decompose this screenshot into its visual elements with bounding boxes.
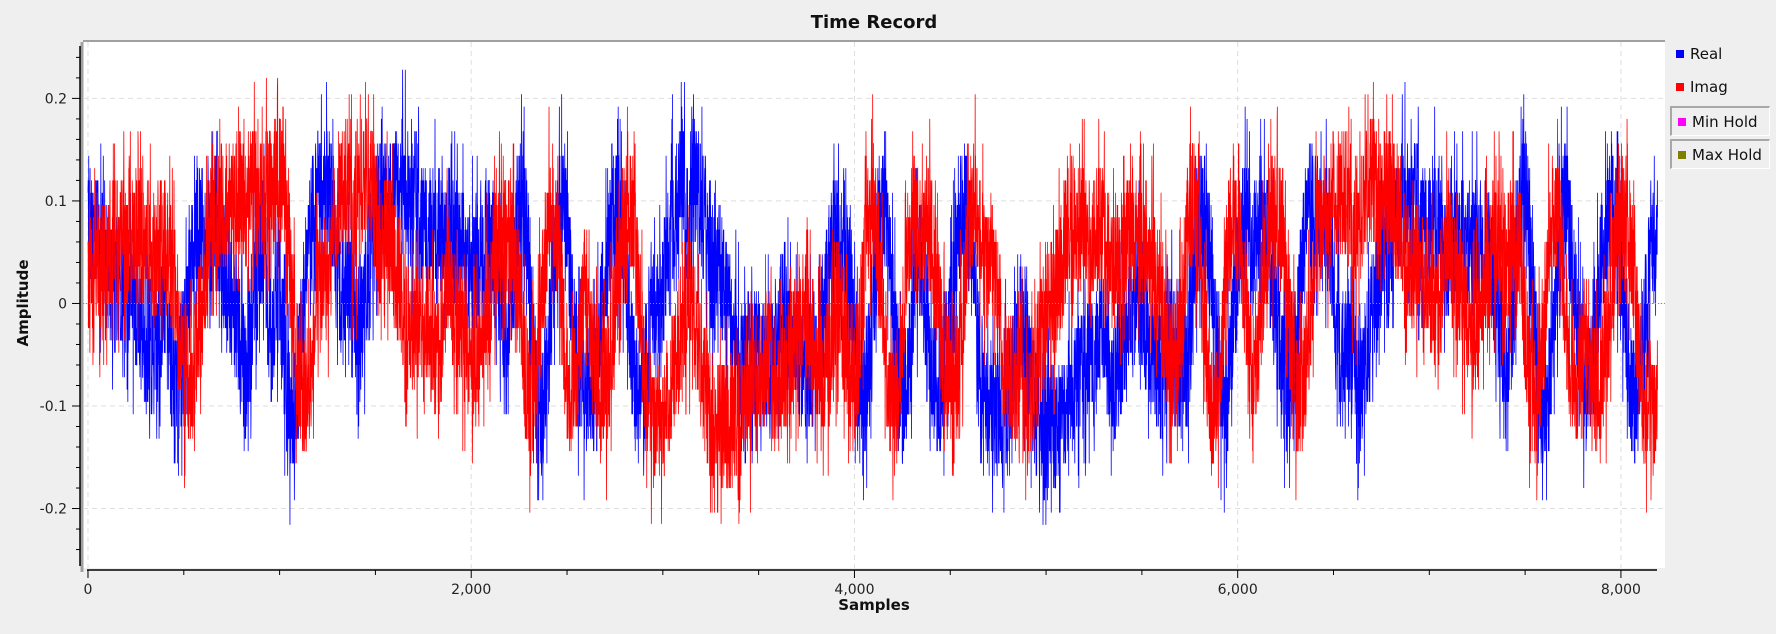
series-line-real bbox=[87, 69, 1658, 525]
y-tick-label: 0.1 bbox=[45, 194, 67, 210]
legend-label-min-hold: Min Hold bbox=[1692, 112, 1758, 131]
legend-label-imag: Imag bbox=[1690, 78, 1728, 96]
legend-label-real: Real bbox=[1690, 45, 1723, 63]
x-tick-label: 4,000 bbox=[834, 582, 874, 598]
legend-swatch-real bbox=[1676, 50, 1684, 58]
legend-swatch-imag bbox=[1676, 83, 1684, 91]
legend-swatch-min-hold bbox=[1678, 117, 1686, 126]
chart-title: Time Record bbox=[810, 12, 938, 33]
x-tick-label: 2,000 bbox=[451, 582, 491, 598]
x-axis-label: Samples bbox=[838, 596, 910, 614]
legend-item-real[interactable]: Real bbox=[1670, 39, 1728, 69]
legend-item-imag[interactable]: Imag bbox=[1670, 72, 1734, 102]
y-tick-label: 0 bbox=[58, 296, 67, 312]
y-tick-label: -0.1 bbox=[40, 399, 67, 415]
legend-swatch-max-hold bbox=[1678, 150, 1686, 159]
series-line-imag bbox=[87, 77, 1658, 524]
legend-item-max-hold[interactable]: Max Hold bbox=[1670, 139, 1770, 169]
y-tick-label: 0.2 bbox=[45, 91, 67, 107]
y-tick-label: -0.2 bbox=[40, 502, 67, 518]
x-tick-label: 0 bbox=[84, 582, 93, 598]
x-tick-label: 8,000 bbox=[1601, 582, 1641, 598]
legend-item-min-hold[interactable]: Min Hold bbox=[1670, 106, 1770, 136]
legend-label-max-hold: Max Hold bbox=[1692, 145, 1762, 164]
x-tick-label: 6,000 bbox=[1218, 582, 1258, 598]
